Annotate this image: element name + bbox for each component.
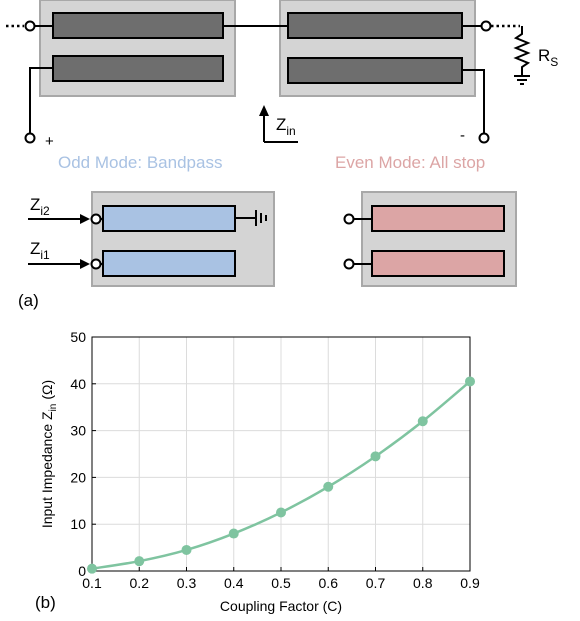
x-tick-label: 0.5 [271, 575, 291, 591]
chart-grid [91, 336, 471, 572]
zi1-label: Zi1 [30, 239, 50, 262]
y-tick-label: 50 [70, 329, 86, 345]
x-tick-label: 0.6 [319, 575, 339, 591]
data-points [87, 376, 475, 574]
data-point [228, 528, 239, 539]
rs-label: RS [538, 46, 558, 69]
minus-label: - [460, 127, 465, 144]
minus-port [478, 132, 490, 144]
zi2-label: Zi2 [30, 195, 50, 218]
left-top-port [24, 20, 36, 32]
x-tick-label: 0.7 [366, 575, 386, 591]
data-point [134, 556, 145, 567]
data-point [417, 416, 428, 427]
right-top-line [287, 12, 463, 39]
right-bottom-line [287, 57, 463, 84]
x-tick-label: 0.8 [413, 575, 433, 591]
y-tick-label: 30 [70, 423, 86, 439]
y-tick-labels: 0 10 20 30 40 50 [70, 329, 96, 579]
plus-label: + [45, 133, 54, 150]
data-point [323, 481, 334, 492]
even-top-line [371, 205, 505, 232]
panel-a-label: (a) [18, 291, 39, 310]
impedance-chart: 0.1 0.2 0.3 0.4 0.5 0.6 0.7 0.8 0.9 01020304050 … [35, 329, 480, 614]
panel-b-label: (b) [35, 593, 56, 612]
coupled-line-circuit: RS + - Zin [6, 0, 558, 150]
even-mode-label: Even Mode: All stop [335, 153, 485, 172]
y-axis-label: Input Impedance Zin(Ω) [39, 380, 59, 528]
odd-top-line [102, 205, 236, 232]
resistor-rs [513, 26, 531, 76]
y-tick-label: 0 [78, 563, 86, 579]
y-tick-label: 20 [70, 469, 86, 485]
odd-mode-label: Odd Mode: Bandpass [58, 153, 222, 172]
left-bottom-line [52, 55, 224, 82]
y-tick-label: 40 [70, 376, 86, 392]
x-tick-label: 0.4 [224, 575, 244, 591]
left-top-line [52, 12, 224, 39]
data-point [276, 507, 286, 518]
data-point [87, 563, 97, 574]
x-tick-label: 0.3 [177, 575, 197, 591]
x-axis-label: Coupling Factor (C) [220, 598, 342, 614]
odd-mode-circuit: Zi2 Zi1 [28, 191, 275, 287]
x-tick-label: 0.1 [82, 575, 102, 591]
data-point [465, 376, 475, 387]
zin-label: Zin [276, 115, 296, 138]
x-tick-labels: 0.1 0.2 0.3 0.4 0.5 0.6 0.7 0.8 0.9 [82, 567, 480, 591]
right-top-port [480, 20, 492, 32]
x-tick-label: 0.2 [130, 575, 150, 591]
x-tick-label: 0.9 [460, 575, 480, 591]
odd-bottom-line [102, 250, 236, 277]
plus-port [24, 132, 36, 144]
data-point [370, 451, 381, 462]
y-tick-label: 10 [70, 516, 86, 532]
even-bottom-line [371, 250, 505, 277]
data-point [181, 544, 192, 555]
even-mode-circuit [343, 191, 517, 287]
